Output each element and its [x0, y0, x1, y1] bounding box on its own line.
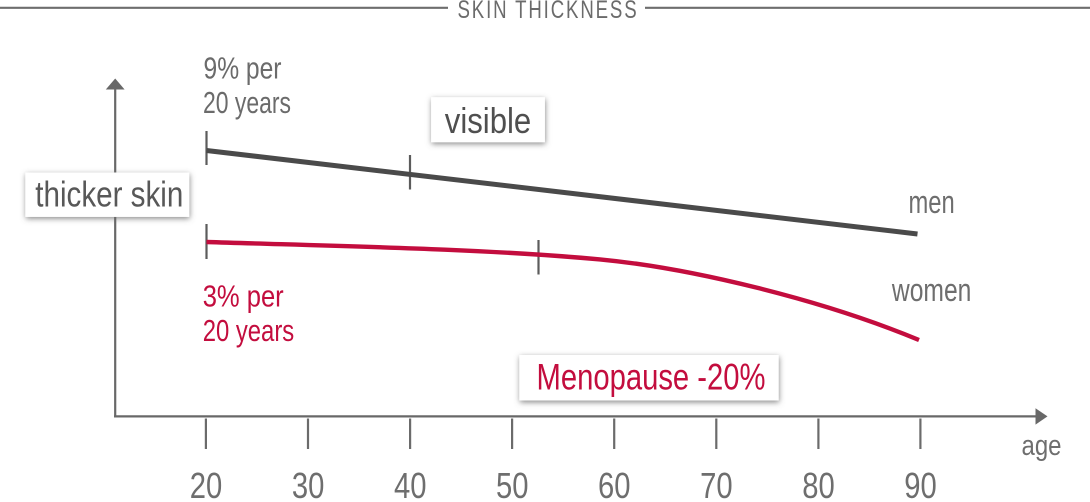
- svg-text:80: 80: [802, 465, 835, 502]
- svg-text:thicker skin: thicker skin: [35, 173, 183, 214]
- svg-text:20 years: 20 years: [203, 314, 295, 348]
- svg-text:60: 60: [598, 465, 631, 502]
- svg-text:women: women: [891, 272, 971, 308]
- svg-text:20 years: 20 years: [203, 86, 291, 120]
- svg-text:50: 50: [496, 465, 529, 502]
- svg-text:Menopause -20%: Menopause -20%: [537, 357, 766, 398]
- svg-text:9% per: 9% per: [204, 51, 282, 85]
- svg-text:90: 90: [904, 465, 937, 502]
- svg-text:40: 40: [394, 465, 427, 502]
- svg-text:3% per: 3% per: [203, 279, 284, 313]
- svg-text:SKIN THICKNESS: SKIN THICKNESS: [458, 0, 639, 24]
- svg-text:visible: visible: [445, 100, 532, 141]
- svg-text:20: 20: [190, 465, 223, 502]
- svg-text:age: age: [1022, 430, 1062, 462]
- svg-text:men: men: [909, 184, 955, 220]
- svg-text:70: 70: [700, 465, 733, 502]
- svg-text:30: 30: [292, 465, 325, 502]
